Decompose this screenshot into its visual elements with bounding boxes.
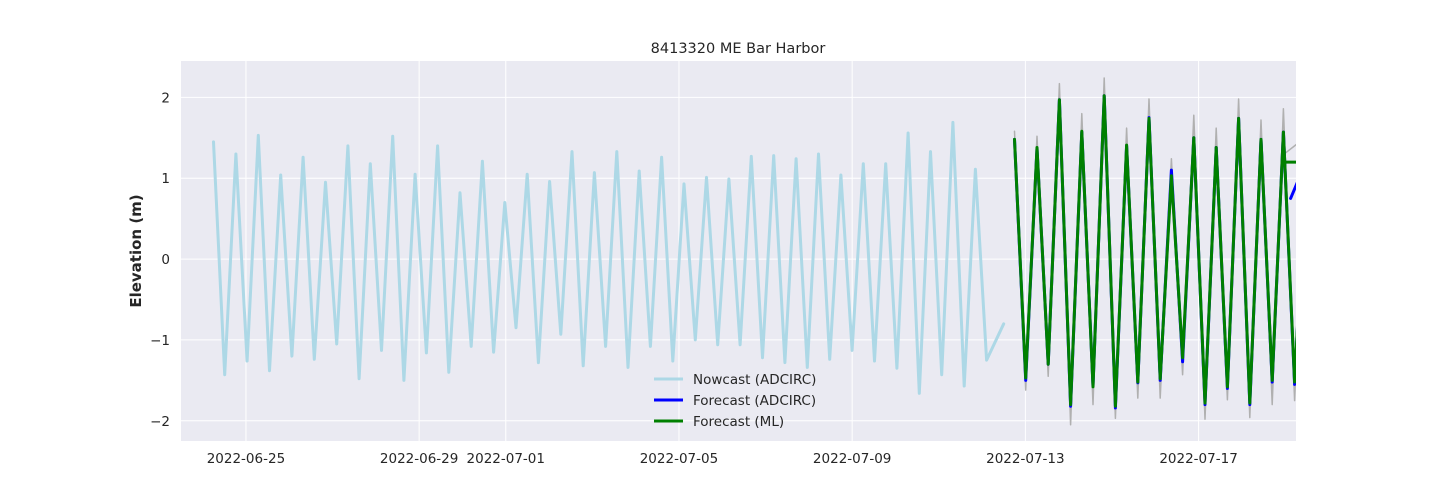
- y-tick-labels: −2 −1 0 1 2: [150, 90, 170, 429]
- y-tick-label: 2: [161, 90, 170, 106]
- y-tick-label: 1: [161, 171, 170, 187]
- x-tick-label: 2022-06-29: [380, 451, 458, 467]
- y-tick-label: −2: [150, 414, 170, 430]
- y-tick-label: 0: [161, 252, 170, 268]
- x-tick-labels: 2022-06-25 2022-06-29 2022-07-01 2022-07-05…: [207, 451, 1238, 467]
- legend: Nowcast (ADCIRC) Forecast (ADCIRC) Forec…: [654, 372, 816, 430]
- x-tick-label: 2022-07-01: [467, 451, 545, 467]
- chart-title: 8413320 ME Bar Harbor: [651, 41, 826, 57]
- y-tick-label: −1: [150, 333, 170, 349]
- legend-label-nowcast: Nowcast (ADCIRC): [693, 372, 816, 388]
- series-nowcast-adcirc: [212, 120, 1006, 395]
- x-tick-label: 2022-07-09: [813, 451, 891, 467]
- x-tick-label: 2022-06-25: [207, 451, 285, 467]
- legend-label-forecast-adcirc: Forecast (ADCIRC): [693, 393, 816, 409]
- series-layer: [212, 77, 1296, 426]
- y-axis-label: Elevation (m): [127, 194, 145, 307]
- x-tick-label: 2022-07-05: [640, 451, 718, 467]
- series-forecast-ml: [1013, 94, 1296, 408]
- legend-label-forecast-ml: Forecast (ML): [693, 414, 784, 430]
- x-tick-label: 2022-07-17: [1159, 451, 1237, 467]
- x-tick-label: 2022-07-13: [986, 451, 1064, 467]
